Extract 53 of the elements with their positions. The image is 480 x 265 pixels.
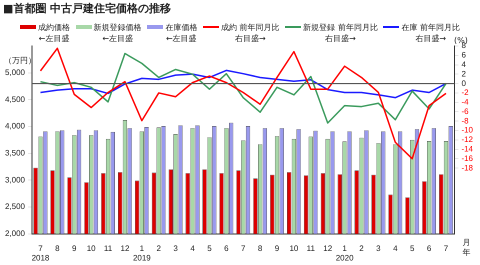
x-tick-label: 10 (86, 244, 96, 253)
x-tick-label: 5 (207, 244, 212, 253)
y2-tick-label: -2 (461, 88, 470, 98)
x-tick-label: 11 (306, 244, 316, 253)
y-tick-label: 3,500 (4, 148, 26, 158)
y-tick-label: 4,000 (4, 122, 26, 131)
x-tick-label: 5 (410, 244, 415, 253)
x-tick-label: 7 (444, 244, 449, 253)
y2-tick-label: 2 (461, 69, 466, 78)
x-tick-label: 3 (173, 244, 178, 253)
y-tick-label: 3,000 (4, 175, 26, 184)
y2-tick-label: -14 (461, 144, 474, 154)
y2-tick-label: -18 (461, 163, 474, 172)
y-tick-label: 4,500 (4, 94, 26, 104)
legend-label: 成約 前年同月比右目盛→ (221, 23, 280, 43)
y2-tick-label: -8 (461, 116, 470, 126)
x-tick-label: 10 (289, 244, 299, 253)
x-tick-label: 6 (224, 244, 230, 253)
y2-tick-label: 4 (461, 60, 466, 69)
y2-tick-label: 6 (461, 50, 466, 60)
y2-tick-label: -10 (461, 126, 474, 135)
legend-label: 新規登録 前年同月比右目盛→ (303, 23, 378, 43)
x-tick-label: 9 (72, 244, 78, 253)
y2-tick-label: -16 (461, 154, 474, 163)
x-tick-label: 3 (376, 244, 382, 253)
x-tick-label: 1 2020 (336, 244, 354, 262)
x-tick-label: 9 (274, 244, 280, 253)
x-tick-label: 8 (258, 244, 263, 253)
y-tick-label: 2,500 (4, 202, 26, 212)
x-tick-label: 12 (120, 244, 130, 253)
x-axis-title: 月年 (462, 238, 471, 258)
x-tick-label: 7 (241, 244, 246, 253)
y-tick-label: 2,000 (4, 229, 26, 238)
x-tick-label: 6 (426, 244, 432, 253)
legend-label: 成約価格←左目盛 (38, 23, 70, 43)
y-axis-title: （万円） (4, 56, 36, 66)
x-tick-label: 4 (393, 244, 398, 253)
x-tick-label: 7 2018 (32, 244, 50, 262)
x-tick-label: 12 (323, 244, 333, 253)
y2-tick-label: 0 (461, 78, 466, 88)
x-tick-label: 1 2019 (132, 244, 152, 262)
y2-tick-label: -6 (461, 106, 470, 116)
x-tick-label: 4 (190, 244, 196, 253)
x-tick-label: 2 (156, 244, 162, 253)
x-tick-label: 11 (104, 244, 113, 253)
legend-label: 在庫価格←左目盛 (165, 23, 198, 43)
x-tick-label: 8 (55, 244, 60, 253)
chart-title: ■首都圏 中古戸建住宅価格の推移 (3, 1, 172, 16)
x-tick-label: 2 (359, 244, 364, 253)
y2-tick-label: -12 (461, 135, 474, 144)
y2-tick-label: -4 (461, 98, 470, 107)
y-tick-label: 5,000 (4, 68, 26, 78)
legend-label: 新規登録価格←左目盛 (94, 23, 142, 43)
